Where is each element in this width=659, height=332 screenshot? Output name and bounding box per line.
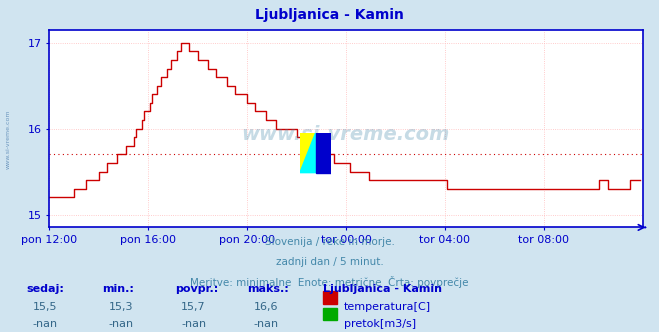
Text: temperatura[C]: temperatura[C]: [344, 302, 431, 312]
Text: Meritve: minimalne  Enote: metrične  Črta: povprečje: Meritve: minimalne Enote: metrične Črta:…: [190, 276, 469, 288]
Text: 15,5: 15,5: [33, 302, 57, 312]
Text: sedaj:: sedaj:: [26, 284, 64, 294]
Text: Slovenija / reke in morje.: Slovenija / reke in morje.: [264, 237, 395, 247]
Text: pretok[m3/s]: pretok[m3/s]: [344, 319, 416, 329]
Text: 16,6: 16,6: [254, 302, 278, 312]
Text: maks.:: maks.:: [247, 284, 289, 294]
Text: www.si-vreme.com: www.si-vreme.com: [6, 110, 11, 169]
Text: -nan: -nan: [109, 319, 134, 329]
Text: zadnji dan / 5 minut.: zadnji dan / 5 minut.: [275, 257, 384, 267]
Text: -nan: -nan: [254, 319, 279, 329]
Polygon shape: [316, 133, 331, 173]
Text: www.si-vreme.com: www.si-vreme.com: [242, 125, 450, 144]
Text: povpr.:: povpr.:: [175, 284, 218, 294]
Text: Ljubljanica - Kamin: Ljubljanica - Kamin: [255, 8, 404, 22]
Text: -nan: -nan: [181, 319, 206, 329]
Text: min.:: min.:: [102, 284, 134, 294]
Polygon shape: [300, 133, 316, 173]
Text: 15,7: 15,7: [181, 302, 206, 312]
Text: 15,3: 15,3: [109, 302, 133, 312]
Text: Ljubljanica - Kamin: Ljubljanica - Kamin: [323, 284, 442, 294]
Text: -nan: -nan: [33, 319, 58, 329]
Polygon shape: [300, 133, 316, 173]
